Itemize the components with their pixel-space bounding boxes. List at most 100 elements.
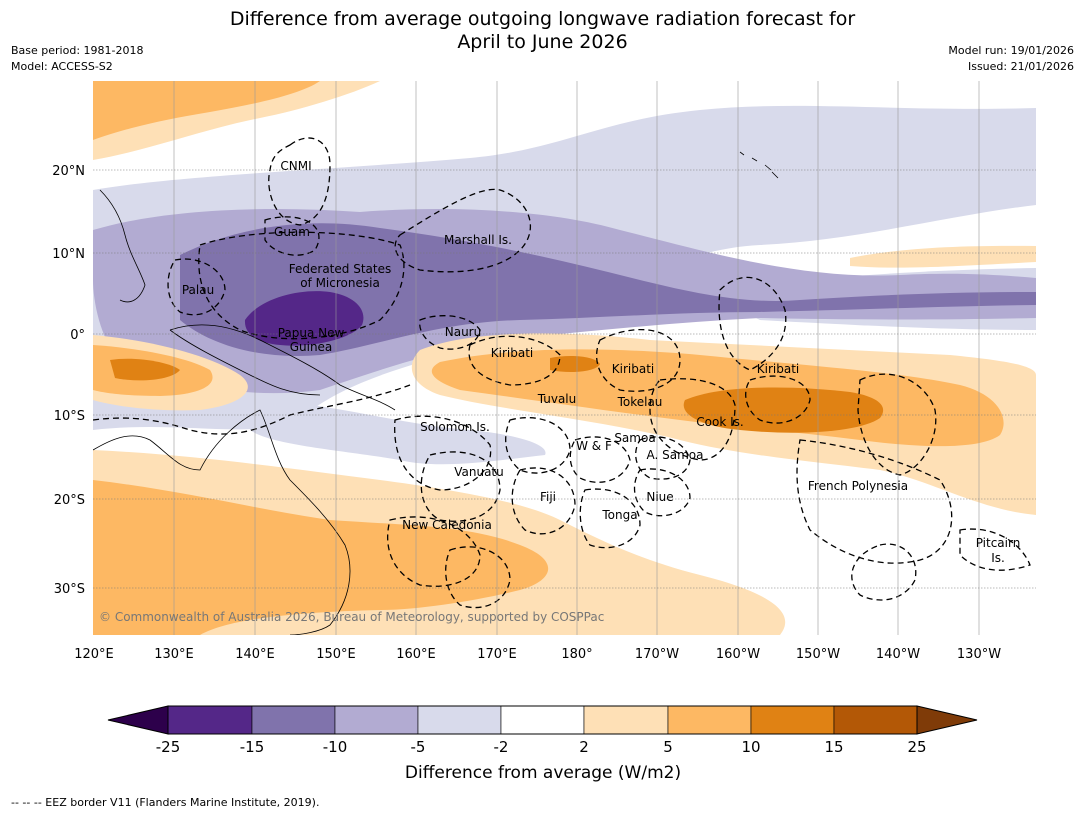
colorbar: -25 -15 -10 -5 -2 2 5 10 15 25 Differenc… xyxy=(107,705,978,783)
lat-label: 20°S xyxy=(54,493,85,508)
label-wallis-futuna: W & F xyxy=(576,439,612,453)
lon-label: 170°E xyxy=(477,647,517,662)
colorbar-outline xyxy=(167,705,918,735)
lon-axis-labels: 120°E 130°E 140°E 150°E 160°E 170°E 180°… xyxy=(74,647,1001,662)
label-png-2: Guinea xyxy=(290,340,333,354)
philippines-coastline xyxy=(99,189,146,303)
label-guam: Guam xyxy=(274,225,310,239)
lon-label: 140°E xyxy=(235,647,275,662)
label-tonga: Tonga xyxy=(601,508,637,522)
lon-label: 120°E xyxy=(74,647,114,662)
olr-core-deep-purple xyxy=(244,291,364,346)
label-fsm-2: of Micronesia xyxy=(300,276,380,290)
colorbar-extend-high xyxy=(916,705,978,735)
copyright-notice: © Commonwealth of Australia 2026, Bureau… xyxy=(99,610,604,624)
model-name: Model: ACCESS-S2 xyxy=(11,60,113,73)
label-cook-is: Cook Is. xyxy=(696,415,743,429)
label-marshall-is: Marshall Is. xyxy=(444,233,512,247)
colorbar-tick: 25 xyxy=(907,738,926,756)
colorbar-tick: 2 xyxy=(579,738,589,756)
label-tuvalu: Tuvalu xyxy=(537,392,577,406)
new-guinea-coastline xyxy=(169,324,396,411)
lon-label: 180° xyxy=(561,647,592,662)
lon-label: 160°E xyxy=(396,647,436,662)
model-run: Model run: 19/01/2026 xyxy=(948,44,1074,57)
label-vanuatu: Vanuatu xyxy=(454,465,504,479)
olr-band-orange-south xyxy=(93,480,549,635)
olr-band-dark-purple xyxy=(180,223,1036,356)
lon-label: 170°W xyxy=(635,647,679,662)
lat-label: 20°N xyxy=(52,164,85,179)
label-kiribati-central: Kiribati xyxy=(612,362,654,376)
label-png-1: Papua New xyxy=(278,326,345,340)
lat-axis-labels: 20°N 10°N 0° 10°S 20°S 30°S xyxy=(52,164,85,597)
issued-date: Issued: 21/01/2026 xyxy=(967,60,1074,73)
colorbar-segment xyxy=(583,705,669,735)
lat-label: 0° xyxy=(70,328,85,343)
colorbar-segment xyxy=(667,705,752,735)
olr-band-light-orange-nlobe xyxy=(850,245,1036,268)
lat-label: 10°N xyxy=(52,247,85,262)
olr-band-light-purple-solomon xyxy=(250,400,546,465)
colorbar-segment xyxy=(334,705,419,735)
label-french-polynesia: French Polynesia xyxy=(808,479,908,493)
label-fsm-1: Federated States xyxy=(289,262,391,276)
colorbar-tick: -15 xyxy=(240,738,265,756)
hawaii-islands xyxy=(739,151,779,179)
label-kiribati-west: Kiribati xyxy=(491,346,533,360)
label-pitcairn-1: Pitcairn xyxy=(976,536,1021,550)
lon-label: 130°W xyxy=(957,647,1001,662)
chart-title: Difference from average outgoing longwav… xyxy=(0,8,1085,54)
label-nauru: Nauru xyxy=(445,325,481,339)
olr-core-dark-orange-png xyxy=(110,358,180,381)
label-new-caledonia: New Caledonia xyxy=(402,518,492,532)
base-period: Base period: 1981-2018 xyxy=(11,44,144,57)
label-niue: Niue xyxy=(646,490,673,504)
colorbar-segment xyxy=(167,705,253,735)
lon-label: 150°W xyxy=(796,647,840,662)
lon-label: 150°E xyxy=(316,647,356,662)
label-cnmi: CNMI xyxy=(280,159,311,173)
meta-right: Model run: 19/01/2026 Issued: 21/01/2026 xyxy=(948,43,1074,75)
colorbar-tick: 10 xyxy=(741,738,760,756)
colorbar-tick: 15 xyxy=(824,738,843,756)
colorbar-segment xyxy=(750,705,835,735)
colorbar-segment xyxy=(833,705,918,735)
eez-borders xyxy=(93,137,1031,609)
colorbar-segment xyxy=(417,705,502,735)
graticule-lat xyxy=(93,169,1036,589)
label-pitcairn-2: Is. xyxy=(991,551,1005,565)
map-field: CNMI Guam Marshall Is. Federated States … xyxy=(93,81,1036,635)
eez-legend-note: -- -- -- EEZ border V11 (Flanders Marine… xyxy=(11,796,320,809)
region-labels: CNMI Guam Marshall Is. Federated States … xyxy=(182,159,1020,565)
colorbar-tick: 5 xyxy=(663,738,673,756)
label-tokelau: Tokelau xyxy=(617,395,663,409)
label-solomon-is: Solomon Is. xyxy=(420,420,490,434)
lat-label: 30°S xyxy=(54,582,85,597)
label-fiji: Fiji xyxy=(540,490,556,504)
label-samoa: Samoa xyxy=(614,431,655,445)
title-line-2: April to June 2026 xyxy=(457,31,628,53)
label-palau: Palau xyxy=(182,283,214,297)
graticule xyxy=(173,81,980,635)
lon-label: 130°E xyxy=(154,647,194,662)
colorbar-tick: -10 xyxy=(323,738,348,756)
colorbar-tick: -5 xyxy=(411,738,426,756)
label-american-samoa: A. Samoa xyxy=(647,448,704,462)
meta-left: Base period: 1981-2018 Model: ACCESS-S2 xyxy=(11,43,143,75)
colorbar-segment xyxy=(251,705,336,735)
lon-label: 160°W xyxy=(716,647,760,662)
australia-coastline xyxy=(93,409,351,635)
olr-core-dark-orange-west xyxy=(550,356,600,372)
title-line-1: Difference from average outgoing longwav… xyxy=(229,8,856,30)
lon-label: 140°W xyxy=(876,647,920,662)
colorbar-tick: -25 xyxy=(156,738,181,756)
label-kiribati-east: Kiribati xyxy=(757,362,799,376)
lat-label: 10°S xyxy=(54,409,85,424)
colorbar-title: Difference from average (W/m2) xyxy=(405,763,681,783)
colorbar-extend-low xyxy=(107,705,169,735)
colorbar-tick: -2 xyxy=(494,738,509,756)
colorbar-segment xyxy=(500,705,585,735)
olr-band-orange-nw xyxy=(93,81,320,140)
